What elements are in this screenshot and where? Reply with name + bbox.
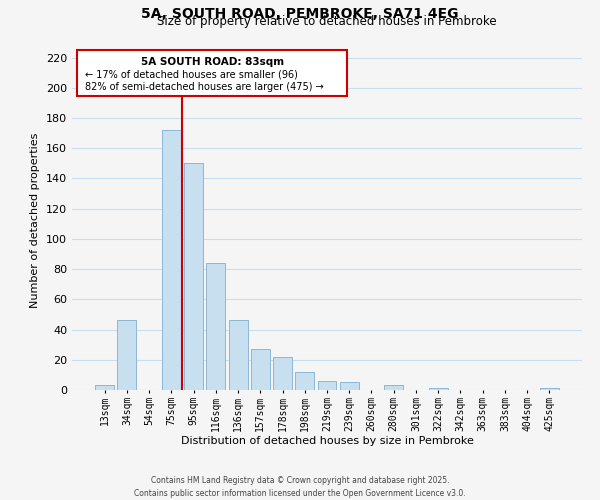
Text: Contains HM Land Registry data © Crown copyright and database right 2025.
Contai: Contains HM Land Registry data © Crown c…: [134, 476, 466, 498]
Bar: [295, 372, 314, 390]
Text: ← 17% of detached houses are smaller (96): ← 17% of detached houses are smaller (96…: [85, 70, 298, 80]
Text: 82% of semi-detached houses are larger (475) →: 82% of semi-detached houses are larger (…: [85, 82, 323, 92]
Text: 5A, SOUTH ROAD, PEMBROKE, SA71 4EG: 5A, SOUTH ROAD, PEMBROKE, SA71 4EG: [141, 8, 459, 22]
Bar: [540, 388, 559, 390]
Bar: [229, 320, 248, 390]
Bar: [184, 164, 203, 390]
Bar: [340, 382, 359, 390]
Bar: [317, 381, 337, 390]
Bar: [118, 320, 136, 390]
Bar: [251, 349, 270, 390]
FancyBboxPatch shape: [77, 50, 347, 96]
Title: Size of property relative to detached houses in Pembroke: Size of property relative to detached ho…: [157, 15, 497, 28]
Bar: [206, 263, 225, 390]
Bar: [429, 388, 448, 390]
Bar: [95, 386, 114, 390]
Bar: [162, 130, 181, 390]
Y-axis label: Number of detached properties: Number of detached properties: [31, 132, 40, 308]
Bar: [273, 357, 292, 390]
Text: 5A SOUTH ROAD: 83sqm: 5A SOUTH ROAD: 83sqm: [140, 57, 284, 67]
X-axis label: Distribution of detached houses by size in Pembroke: Distribution of detached houses by size …: [181, 436, 473, 446]
Bar: [384, 386, 403, 390]
